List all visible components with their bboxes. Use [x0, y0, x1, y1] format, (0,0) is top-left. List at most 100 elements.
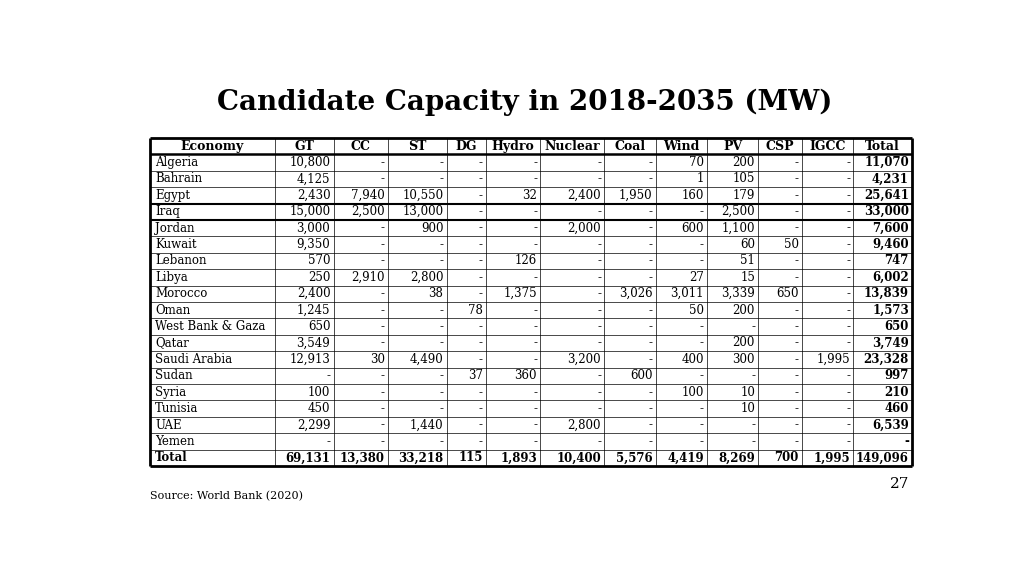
Text: -: -: [534, 172, 537, 185]
Text: GT: GT: [294, 139, 314, 153]
Text: -: -: [478, 419, 482, 431]
Text: -: -: [795, 189, 799, 202]
Text: 300: 300: [732, 353, 755, 366]
Text: -: -: [795, 320, 799, 333]
Text: -: -: [795, 353, 799, 366]
Text: -: -: [597, 386, 601, 399]
Text: -: -: [846, 172, 850, 185]
Text: -: -: [534, 320, 537, 333]
Text: -: -: [751, 369, 755, 382]
Text: 1,995: 1,995: [816, 353, 850, 366]
Text: -: -: [795, 402, 799, 415]
Text: -: -: [597, 238, 601, 251]
Text: Wind: Wind: [664, 139, 699, 153]
Text: -: -: [381, 386, 385, 399]
Text: -: -: [795, 172, 799, 185]
Text: -: -: [699, 336, 703, 350]
Text: 2,299: 2,299: [297, 419, 331, 431]
Text: 10: 10: [740, 402, 755, 415]
Text: -: -: [699, 419, 703, 431]
Text: 900: 900: [421, 222, 443, 234]
Text: 4,419: 4,419: [667, 452, 703, 464]
Text: -: -: [648, 353, 652, 366]
Text: -: -: [846, 402, 850, 415]
Text: -: -: [846, 369, 850, 382]
Text: 179: 179: [732, 189, 755, 202]
Text: 2,800: 2,800: [410, 271, 443, 284]
Text: 450: 450: [308, 402, 331, 415]
Text: -: -: [846, 304, 850, 317]
Text: Egypt: Egypt: [155, 189, 190, 202]
Text: 8,269: 8,269: [718, 452, 755, 464]
Text: -: -: [846, 419, 850, 431]
Text: 11,070: 11,070: [864, 156, 909, 169]
Text: -: -: [439, 369, 443, 382]
Text: Qatar: Qatar: [155, 336, 188, 350]
Text: 30: 30: [370, 353, 385, 366]
Text: -: -: [534, 271, 537, 284]
Text: 3,011: 3,011: [671, 287, 703, 300]
Text: 10: 10: [740, 386, 755, 399]
Text: 2,400: 2,400: [567, 189, 601, 202]
Text: 2,500: 2,500: [721, 205, 755, 218]
Text: -: -: [597, 255, 601, 267]
Text: -: -: [439, 386, 443, 399]
Text: 3,026: 3,026: [618, 287, 652, 300]
Text: 70: 70: [689, 156, 703, 169]
Text: Nuclear: Nuclear: [545, 139, 600, 153]
Text: 600: 600: [630, 369, 652, 382]
Text: -: -: [381, 156, 385, 169]
Text: -: -: [648, 205, 652, 218]
Text: 3,200: 3,200: [567, 353, 601, 366]
Text: -: -: [648, 156, 652, 169]
Text: 747: 747: [885, 255, 909, 267]
Text: 12,913: 12,913: [290, 353, 331, 366]
Text: 7,940: 7,940: [351, 189, 385, 202]
Text: 1,950: 1,950: [618, 189, 652, 202]
Text: 650: 650: [776, 287, 799, 300]
Text: 700: 700: [774, 452, 799, 464]
Text: Candidate Capacity in 2018-2035 (MW): Candidate Capacity in 2018-2035 (MW): [217, 89, 833, 116]
Text: 997: 997: [885, 369, 909, 382]
Text: Oman: Oman: [155, 304, 190, 317]
Text: -: -: [534, 336, 537, 350]
Text: 3,549: 3,549: [297, 336, 331, 350]
Text: 37: 37: [468, 369, 482, 382]
Text: -: -: [597, 156, 601, 169]
Text: -: -: [478, 156, 482, 169]
Text: 200: 200: [732, 156, 755, 169]
Text: -: -: [648, 336, 652, 350]
Text: -: -: [439, 172, 443, 185]
Text: 6,002: 6,002: [872, 271, 909, 284]
Text: -: -: [534, 222, 537, 234]
Text: 1,375: 1,375: [504, 287, 537, 300]
Text: Sudan: Sudan: [155, 369, 193, 382]
Text: 3,000: 3,000: [297, 222, 331, 234]
Text: -: -: [699, 435, 703, 448]
Text: -: -: [381, 402, 385, 415]
Text: Algeria: Algeria: [155, 156, 198, 169]
Text: -: -: [381, 222, 385, 234]
Text: 69,131: 69,131: [286, 452, 331, 464]
Text: Tunisia: Tunisia: [155, 402, 199, 415]
Text: 2,000: 2,000: [567, 222, 601, 234]
Text: -: -: [699, 320, 703, 333]
Text: 27: 27: [689, 271, 703, 284]
Text: -: -: [597, 304, 601, 317]
Text: -: -: [534, 238, 537, 251]
Text: -: -: [795, 304, 799, 317]
Text: 60: 60: [740, 238, 755, 251]
Text: 200: 200: [732, 336, 755, 350]
Text: -: -: [699, 402, 703, 415]
Text: -: -: [597, 369, 601, 382]
Text: -: -: [381, 320, 385, 333]
Text: 1: 1: [696, 172, 703, 185]
Text: -: -: [534, 156, 537, 169]
Text: 10,550: 10,550: [402, 189, 443, 202]
Text: -: -: [381, 304, 385, 317]
Text: -: -: [439, 255, 443, 267]
Text: Jordan: Jordan: [155, 222, 195, 234]
Text: 1,440: 1,440: [410, 419, 443, 431]
Text: 25,641: 25,641: [864, 189, 909, 202]
Text: -: -: [534, 353, 537, 366]
